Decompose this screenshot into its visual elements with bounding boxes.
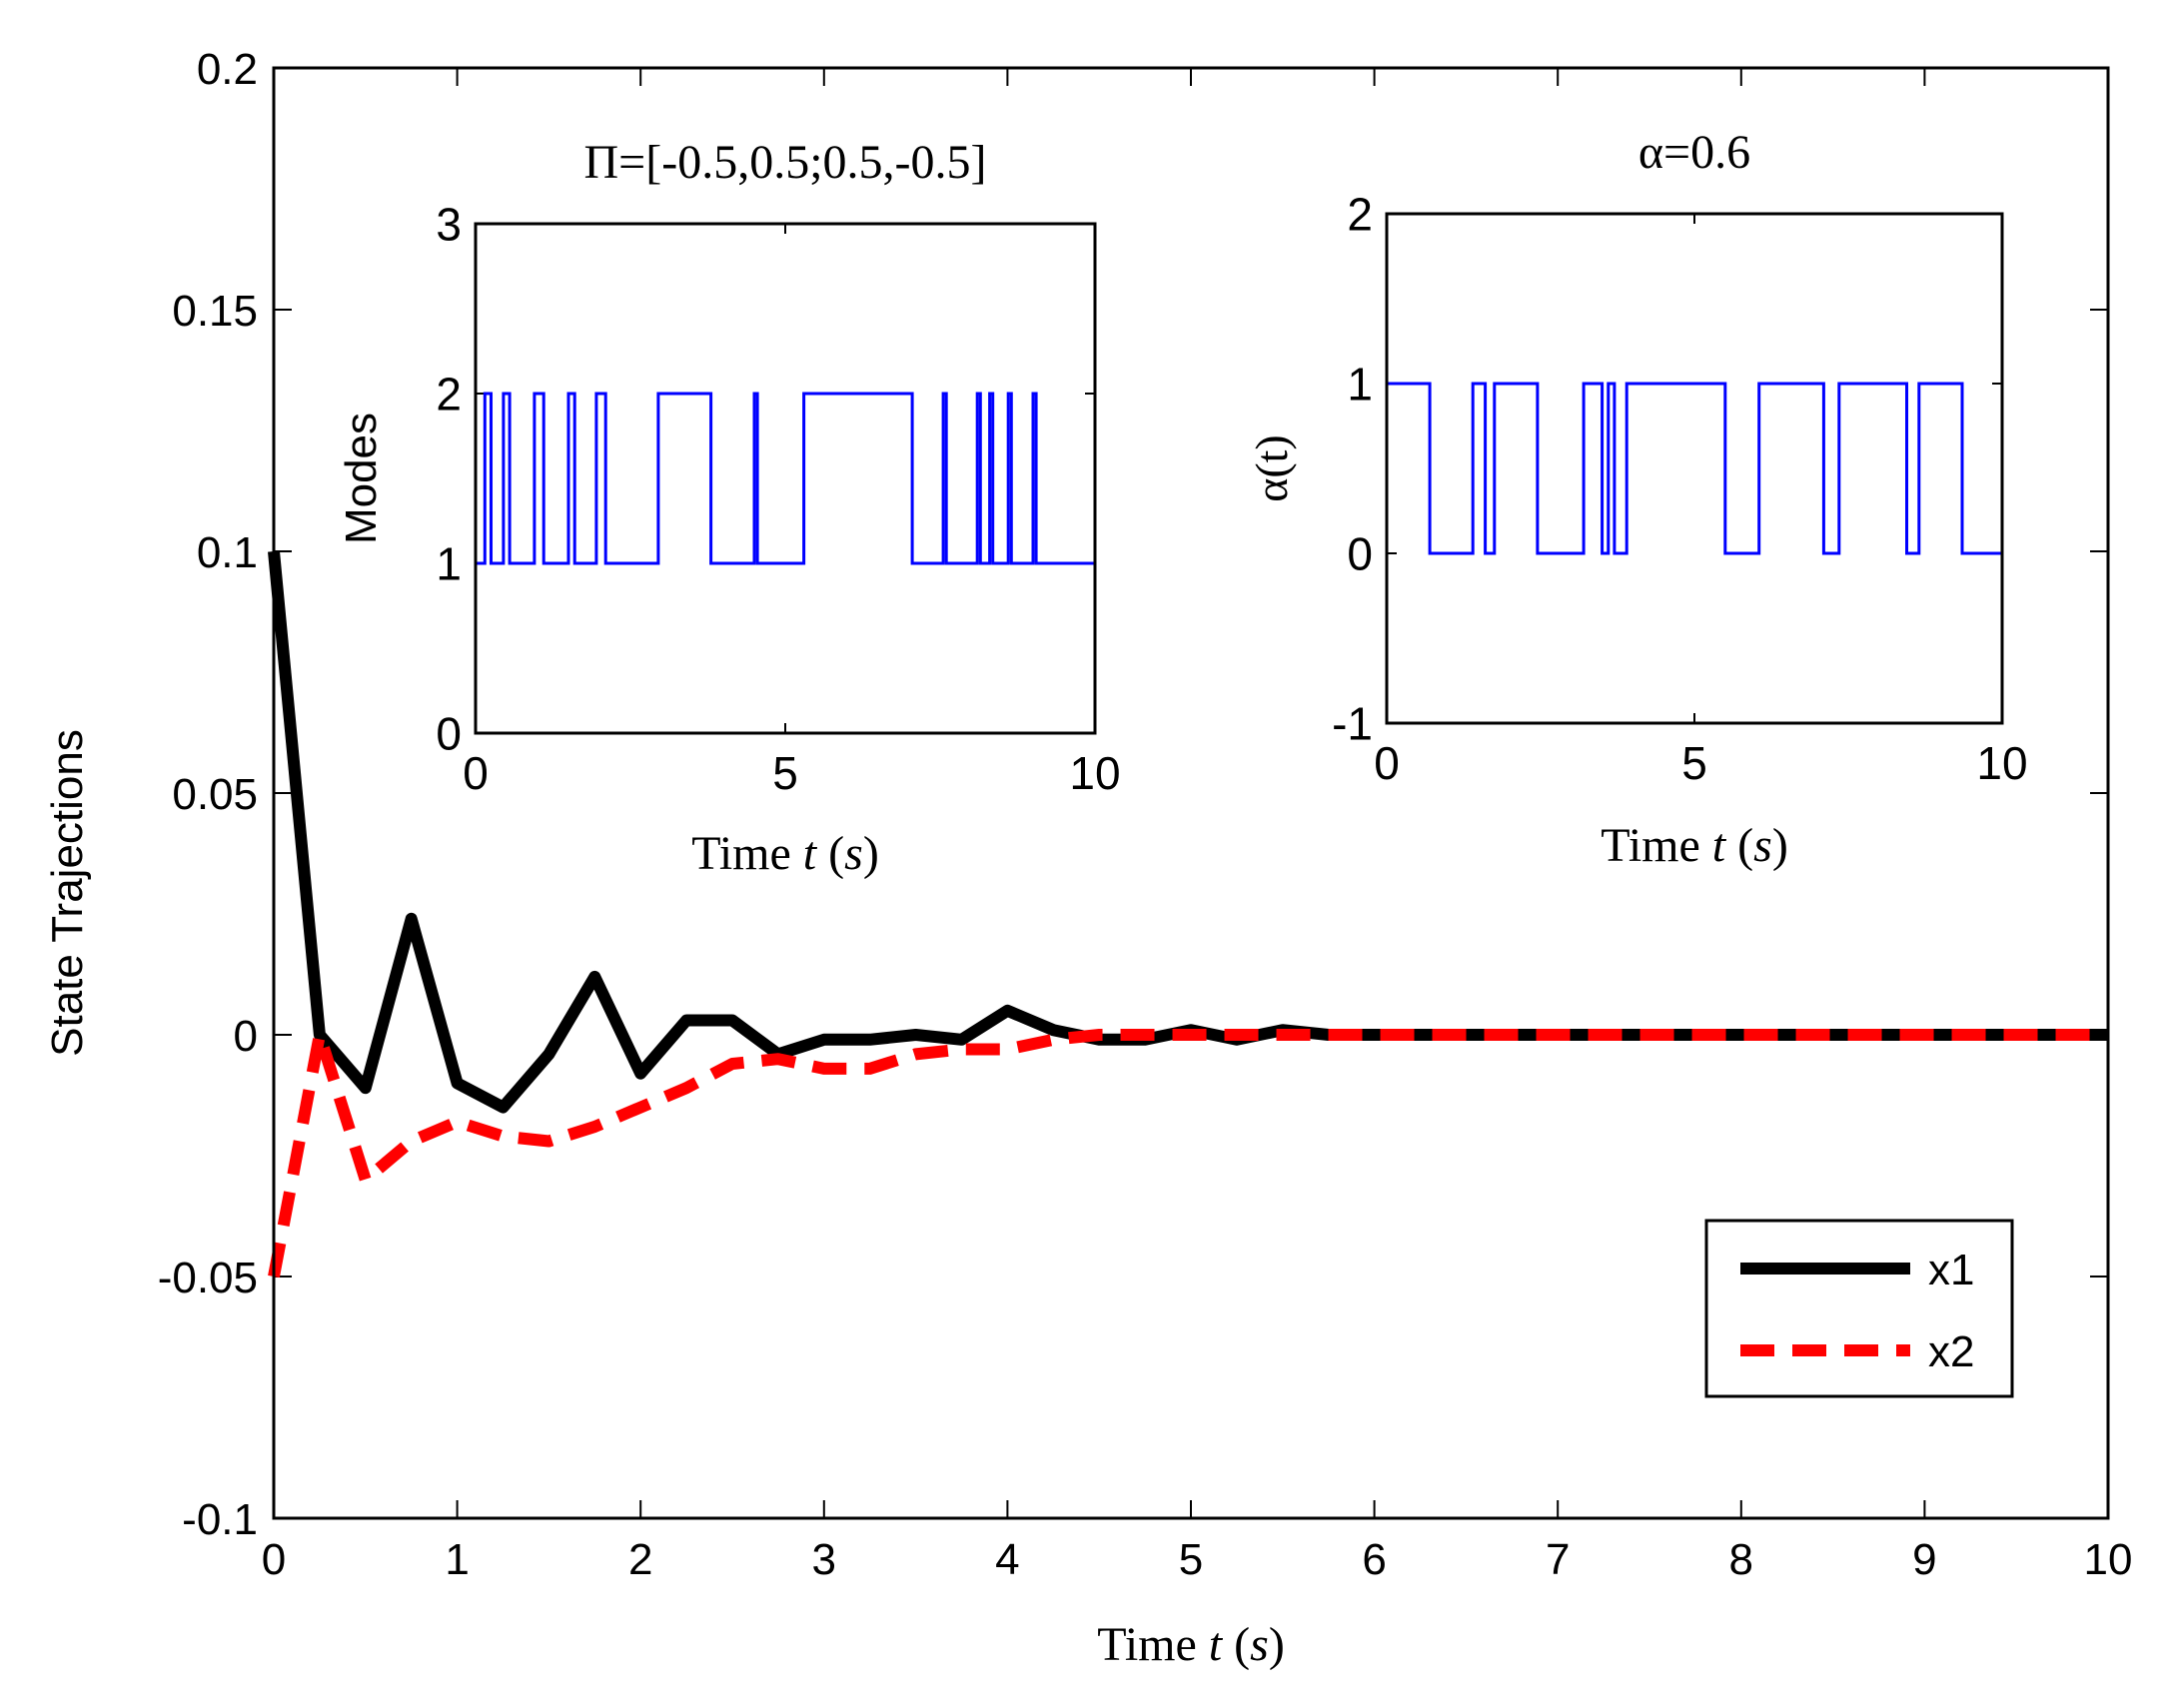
series-alpha-line <box>1387 382 2004 555</box>
x-tick-label: 2 <box>628 1535 652 1584</box>
y-tick-label: 1 <box>436 538 462 590</box>
inset-title: Π=[-0.5,0.5;0.5,-0.5] <box>583 136 986 189</box>
x-tick-label: 0 <box>262 1535 286 1584</box>
x-tick-label: 10 <box>2084 1535 2133 1584</box>
x-tick-label: 0 <box>463 747 489 799</box>
y-tick-label: 0.15 <box>172 287 258 336</box>
inset-frame <box>474 222 1097 735</box>
legend: x1 x2 <box>1704 1219 2014 1398</box>
x-tick-label: 7 <box>1546 1535 1570 1584</box>
inset-frame <box>1385 212 2004 725</box>
legend-x1-label: x1 <box>1928 1246 1974 1294</box>
y-tick-label: 1 <box>1347 359 1373 411</box>
x-tick-label: 10 <box>1976 737 2027 789</box>
y-tick-label: 0 <box>234 1012 258 1061</box>
x-tick-label: 5 <box>1681 737 1707 789</box>
x-tick-label: 8 <box>1729 1535 1753 1584</box>
plot-area <box>1387 214 2002 723</box>
y-tick-label: -1 <box>1332 698 1373 750</box>
y-tick-label: 2 <box>1347 189 1373 241</box>
legend-box <box>1704 1219 2014 1398</box>
inset-y-axis-label: Modes <box>337 413 386 544</box>
inset-y-axis-label: α(t) <box>1246 434 1297 502</box>
inset-x-axis-label: Time t (s) <box>691 827 879 880</box>
x-tick-label: 0 <box>1374 737 1400 789</box>
x-tick-label: 6 <box>1362 1535 1386 1584</box>
x-tick-label: 3 <box>812 1535 836 1584</box>
y-tick-label: 2 <box>436 369 462 421</box>
x-tick-label: 5 <box>1179 1535 1203 1584</box>
y-tick-label: 3 <box>436 199 462 251</box>
inset-title: α=0.6 <box>1638 126 1750 179</box>
y-tick-label: 0 <box>1347 528 1373 580</box>
y-tick-label: -0.05 <box>158 1254 258 1302</box>
series-modes-line <box>476 392 1097 565</box>
x-tick-label: 1 <box>445 1535 469 1584</box>
legend-x2-label: x2 <box>1928 1327 1974 1376</box>
y-tick-label: 0.1 <box>197 528 258 577</box>
x-tick-label: 9 <box>1912 1535 1936 1584</box>
y-axis-label: State Trajections <box>43 729 92 1057</box>
y-tick-label: 0.2 <box>197 45 258 94</box>
y-tick-label: -0.1 <box>182 1495 258 1544</box>
x-tick-label: 5 <box>772 747 798 799</box>
inset-x-axis-label: Time t (s) <box>1601 819 1788 872</box>
x-axis-label: Time t (s) <box>1097 1618 1285 1671</box>
x-tick-label: 10 <box>1069 747 1120 799</box>
y-tick-label: 0 <box>436 708 462 760</box>
y-tick-label: 0.05 <box>172 770 258 819</box>
x-tick-label: 4 <box>995 1535 1019 1584</box>
inset-modes-plot: 0 5 10 0 1 2 3 Π=[-0.5,0.5;0.5,-0.5] Time t (s) M… <box>337 136 1121 880</box>
plot-frame <box>272 66 2110 1520</box>
series-x2-line <box>268 1029 2108 1279</box>
